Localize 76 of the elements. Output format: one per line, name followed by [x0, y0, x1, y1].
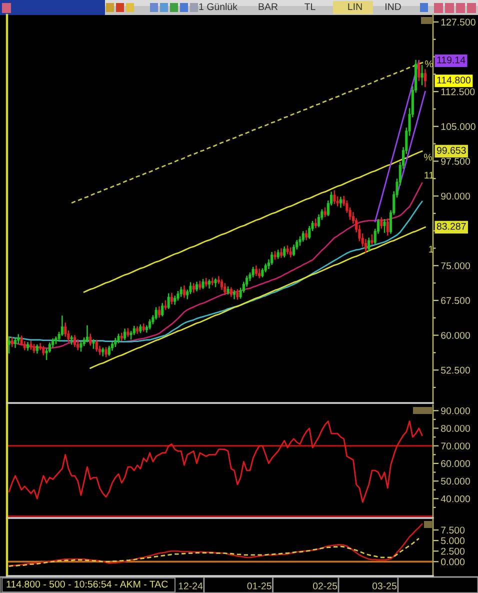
x-tick-label: 12-24 [178, 582, 203, 590]
text: 114.800 - 500 - 10:56:54 - AKM - TAC [6, 580, 168, 588]
data-label: 119.14 [437, 56, 466, 64]
candlestick [420, 64, 424, 86]
y-tick-label: 75.000 [441, 262, 470, 270]
text: IND [386, 3, 401, 10]
candlestick [386, 218, 389, 236]
candlestick [80, 341, 82, 352]
y-tick-label: 40.000 [440, 495, 470, 502]
text: 1 Günlük [199, 2, 238, 10]
y-tick-label: 105.000 [441, 123, 476, 130]
candlestick [73, 335, 76, 348]
candlestick [283, 246, 286, 258]
candlestick [158, 306, 160, 318]
line-series [396, 90, 426, 196]
line-series [70, 60, 426, 204]
candlestick [236, 289, 239, 300]
annotation: 114.800 [437, 76, 471, 84]
candlestick [161, 303, 164, 316]
candlestick [270, 252, 274, 265]
x-tick-label: 01-25 [247, 582, 272, 590]
line-series [83, 150, 423, 293]
candlestick [254, 265, 258, 276]
candlestick [339, 196, 342, 208]
candlestick [86, 325, 89, 342]
y-tick-label: 2.500 [441, 548, 465, 555]
y-tick-label: 127.500 [441, 18, 476, 26]
line-series [8, 538, 420, 567]
y-tick-label: 60.000 [441, 460, 470, 468]
text: BAR [258, 3, 278, 10]
candlestick [167, 293, 170, 309]
y-tick-label: 67.500 [441, 297, 470, 304]
candlestick [380, 217, 383, 229]
line-series [8, 420, 423, 503]
data-label: 83.287 [436, 222, 466, 230]
candlestick [370, 234, 374, 245]
candlestick [333, 190, 336, 204]
x-tick-label: 03-25 [372, 582, 397, 590]
candlestick [224, 283, 226, 296]
candlestick [258, 268, 261, 278]
candlestick [314, 218, 317, 228]
candlestick [383, 219, 386, 233]
candlestick [89, 334, 92, 346]
x-tick-label: 02-25 [312, 582, 338, 590]
annotation: % [424, 154, 432, 161]
candlestick [123, 328, 126, 340]
y-tick-label: 90.000 [441, 407, 470, 414]
candlestick [252, 266, 254, 278]
y-tick-label: 52.500 [441, 366, 470, 374]
candlestick [76, 339, 80, 350]
y-tick-label: 60.000 [441, 332, 470, 339]
candlestick [182, 285, 186, 298]
candlestick [95, 340, 98, 352]
y-tick-label: 70.000 [441, 442, 470, 450]
candlestick [418, 60, 420, 82]
candlestick [233, 290, 236, 300]
candlestick [170, 292, 174, 304]
candlestick [424, 69, 426, 88]
y-tick-label: 7.500 [441, 526, 465, 534]
candlestick [302, 231, 304, 242]
y-tick-label: 97.500 [441, 158, 470, 165]
candlestick [120, 332, 123, 341]
candlestick [8, 336, 10, 354]
line-series [90, 226, 426, 369]
y-tick-label: 80.000 [441, 424, 470, 432]
data-label: 99.653 [436, 146, 466, 154]
line-series [374, 60, 420, 222]
text: LIN [348, 3, 362, 10]
candlestick [368, 238, 370, 252]
y-tick-label: 90.000 [441, 192, 470, 200]
text: TL [304, 3, 316, 10]
y-tick-label: 0.000 [441, 558, 465, 566]
line-series [8, 523, 423, 567]
y-tick-label: 5.000 [441, 537, 465, 544]
y-tick-label: 112.500 [441, 88, 475, 96]
y-tick-label: 50.000 [441, 478, 470, 485]
